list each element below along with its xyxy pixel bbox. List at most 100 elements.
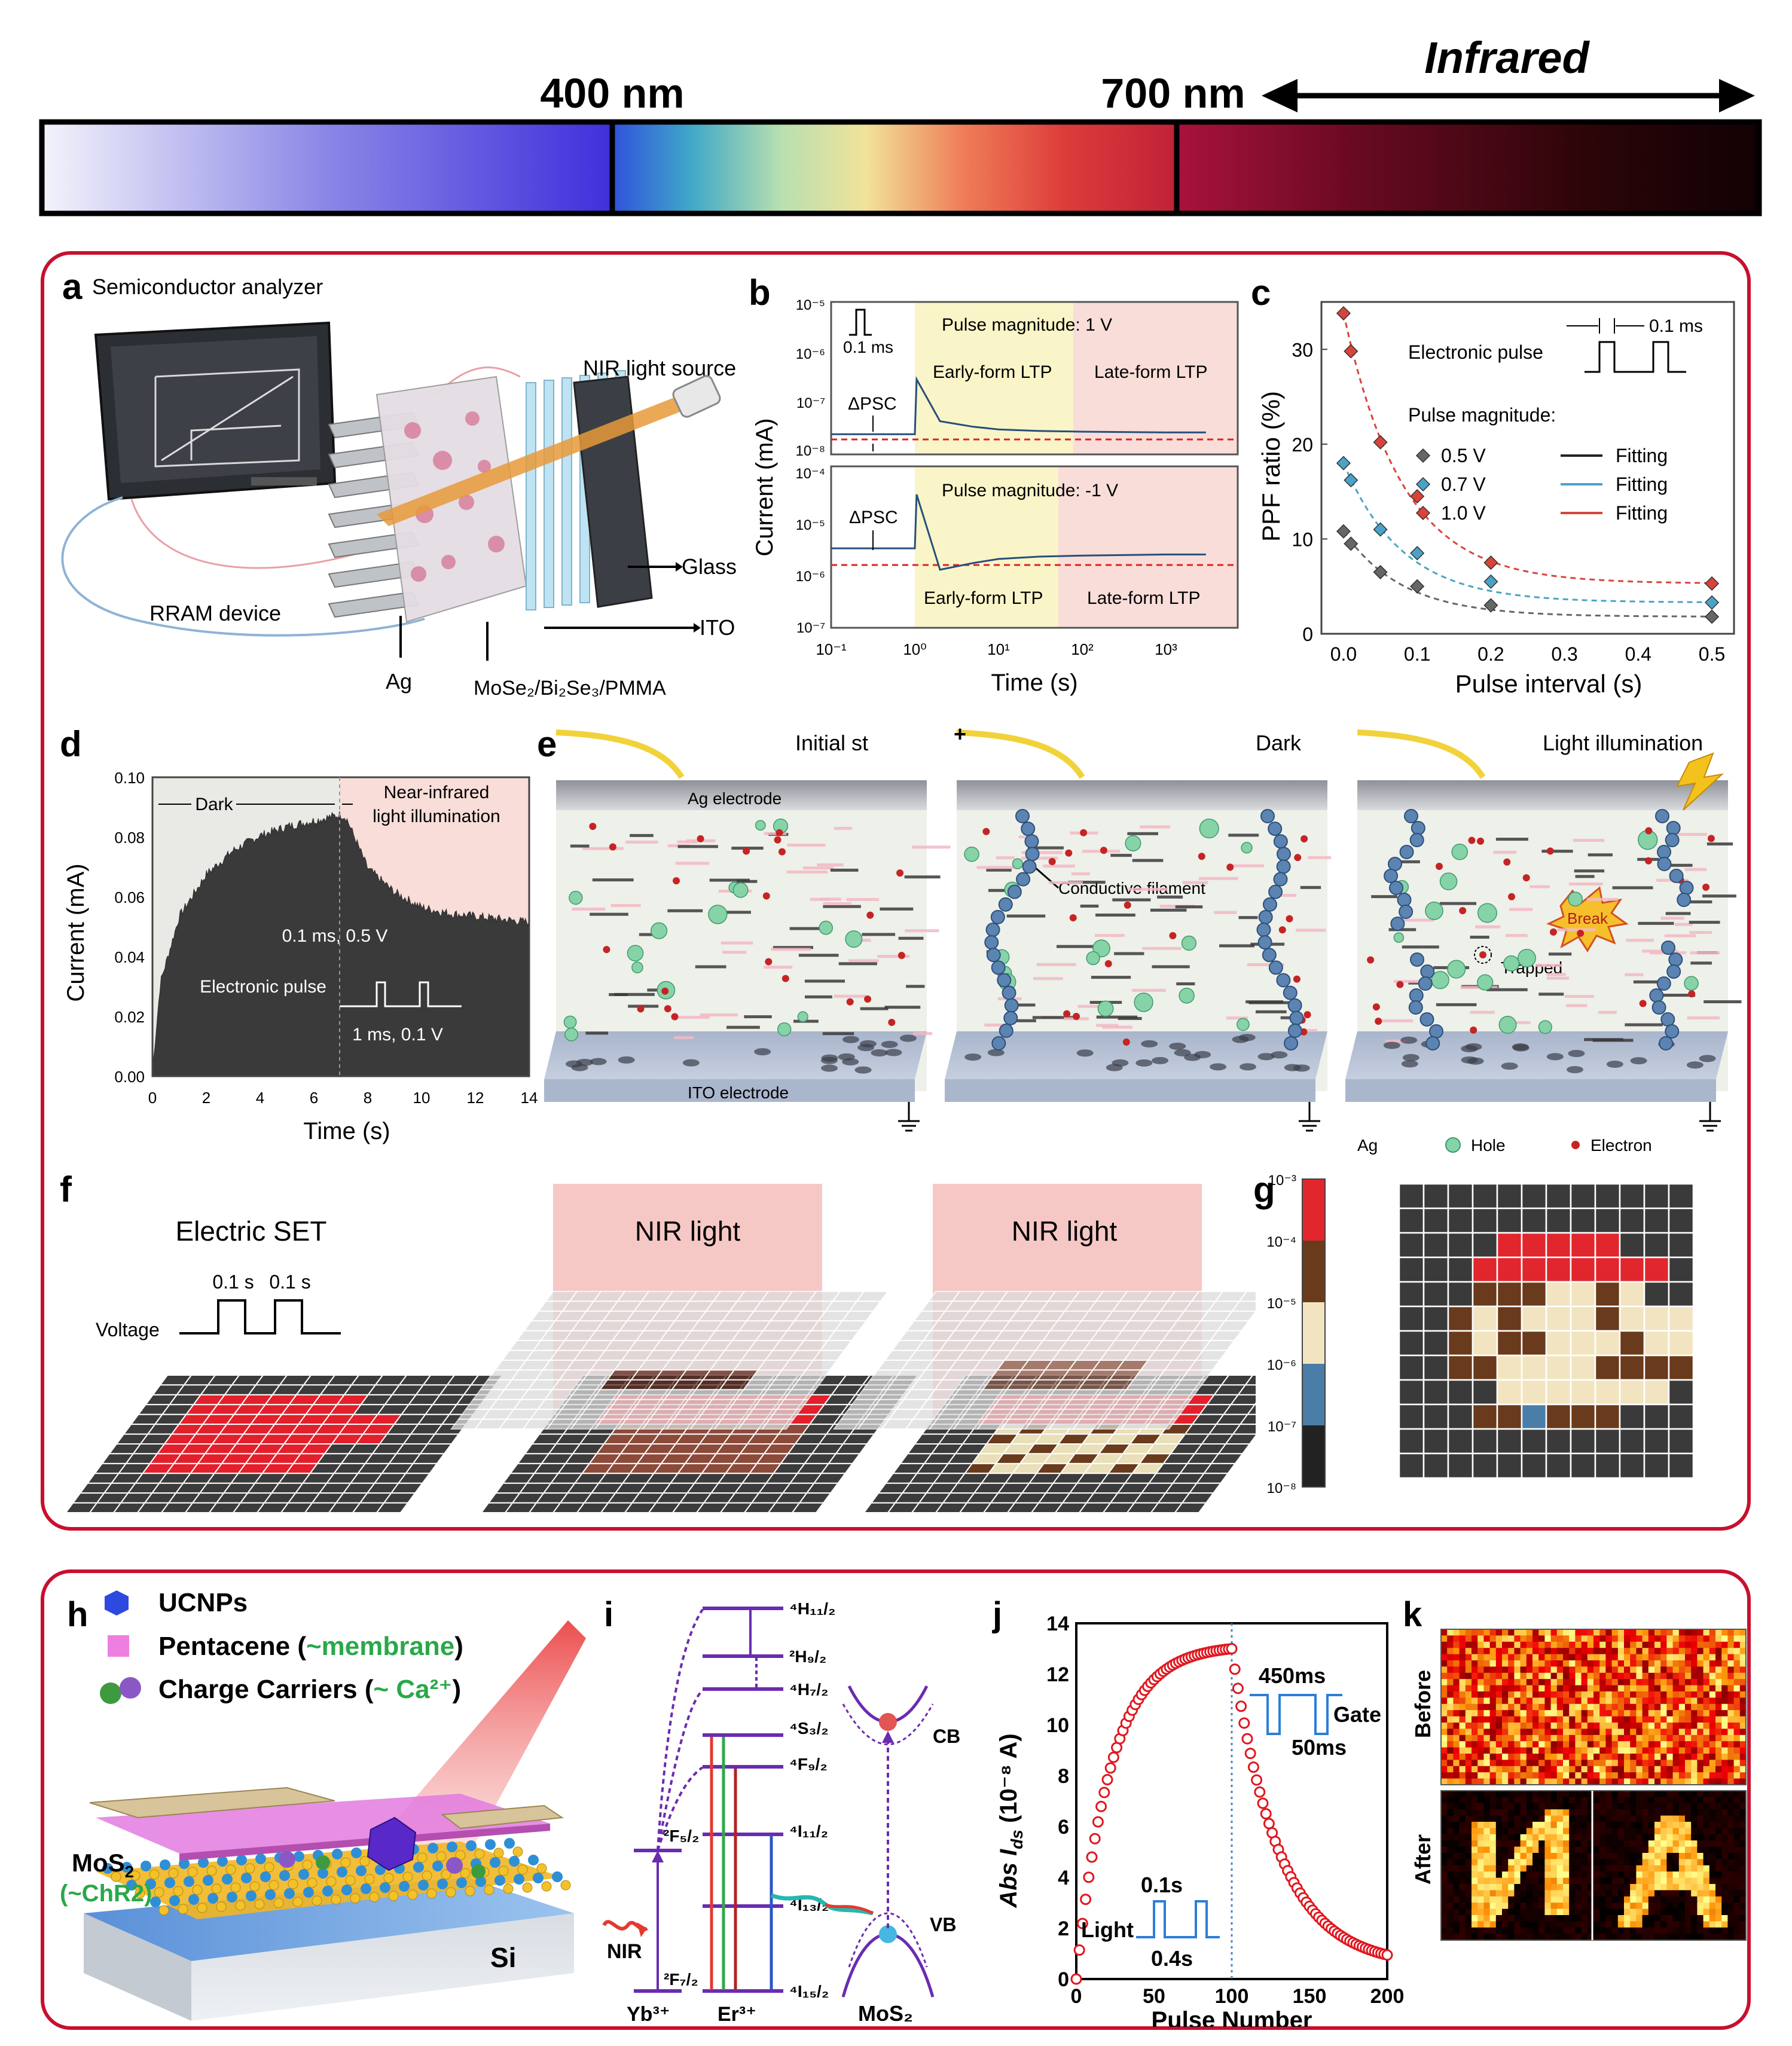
k-after-cell (1636, 1921, 1643, 1928)
k-after-cell (1575, 1903, 1582, 1910)
k-before-cell (1514, 1629, 1521, 1636)
k-before-cell (1465, 1697, 1472, 1705)
e-filament-atom (1669, 869, 1684, 883)
k-before-cell (1556, 1772, 1564, 1779)
k-before-cell (1550, 1734, 1558, 1742)
b-bottom-plot: Pulse magnitude: -1 V ΔPSC Early-form LT… (830, 465, 1239, 629)
k-after-cell (1514, 1903, 1521, 1910)
k-before-cell (1678, 1710, 1686, 1717)
k-after-cell (1672, 1822, 1680, 1828)
k-after-cell (1678, 1840, 1686, 1847)
k-before-cell (1538, 1747, 1545, 1754)
j-ylabel: Abs I (996, 1849, 1022, 1908)
k-after-cell (1502, 1828, 1509, 1835)
i-er-level: ⁴F₉/₂ (789, 1755, 828, 1773)
k-before-cell (1739, 1760, 1747, 1767)
k-before-cell (1648, 1760, 1655, 1767)
k-after-cell (1489, 1927, 1497, 1934)
k-before-cell (1709, 1716, 1716, 1723)
k-before-cell (1563, 1685, 1570, 1692)
k-after-cell (1532, 1846, 1539, 1853)
e-flake (1300, 885, 1321, 889)
k-before-cell (1605, 1672, 1613, 1679)
k-after-cell (1520, 1822, 1527, 1828)
k-before-cell (1495, 1635, 1503, 1642)
k-before-cell (1666, 1754, 1674, 1760)
k-before-cell (1599, 1778, 1606, 1785)
k-after-cell (1617, 1859, 1625, 1866)
k-before-cell (1502, 1703, 1509, 1711)
k-after-cell (1477, 1921, 1484, 1928)
k-after-cell (1697, 1934, 1704, 1941)
k-before-cell (1569, 1635, 1576, 1642)
k-after-cell (1642, 1865, 1649, 1872)
e-flake (1199, 877, 1238, 880)
k-before-cell (1495, 1660, 1503, 1667)
k-after-cell (1477, 1809, 1484, 1816)
k-before-cell (1672, 1747, 1680, 1754)
e-hole (1498, 1016, 1517, 1034)
k-before-cell (1447, 1734, 1454, 1742)
k-before-cell (1630, 1672, 1637, 1679)
k-before-cell (1538, 1679, 1545, 1686)
k-after-cell (1703, 1815, 1710, 1822)
k-before-cell (1691, 1729, 1698, 1736)
j-point (1073, 1944, 1085, 1956)
k-after-cell (1441, 1859, 1448, 1866)
k-before-cell (1550, 1760, 1558, 1767)
k-before-cell (1678, 1641, 1686, 1648)
k-after-cell (1691, 1934, 1698, 1941)
k-before-cell (1660, 1672, 1667, 1679)
k-after-cell (1508, 1853, 1515, 1859)
k-after-cell (1703, 1791, 1710, 1797)
k-after-cell (1544, 1915, 1552, 1922)
k-after-cell (1495, 1921, 1503, 1928)
k-after-cell (1581, 1809, 1588, 1816)
mo-atom (361, 1883, 371, 1894)
k-before-cell (1685, 1741, 1692, 1748)
k-after-cell (1502, 1871, 1509, 1879)
e-pit (1606, 1061, 1623, 1068)
k-before-cell (1727, 1691, 1735, 1698)
g-pixel (1643, 1281, 1670, 1308)
d-xtick: 8 (364, 1089, 372, 1107)
panel-letter-k: k (1403, 1595, 1422, 1634)
e-flake (1660, 917, 1684, 920)
e-pit (859, 1040, 877, 1048)
j-ytick: 6 (1058, 1816, 1069, 1839)
k-before-cell (1514, 1778, 1521, 1785)
k-after-cell (1678, 1908, 1686, 1916)
k-before-cell (1733, 1641, 1741, 1648)
k-after-cell (1599, 1865, 1606, 1872)
k-before-cell (1636, 1672, 1643, 1679)
s-atom (249, 1881, 260, 1892)
e-flake (1573, 839, 1605, 842)
g-pixel (1643, 1354, 1670, 1381)
s-atom (331, 1894, 341, 1905)
k-before-cell (1441, 1660, 1448, 1667)
k-before-cell (1532, 1697, 1539, 1705)
j-ylabel-sub: ds (1008, 1830, 1026, 1849)
k-before-cell (1630, 1734, 1637, 1742)
k-before-cell (1532, 1778, 1539, 1785)
mo-atom (236, 1855, 247, 1865)
g-pixel (1668, 1281, 1695, 1308)
k-after-cell (1691, 1877, 1698, 1885)
k-after-cell (1441, 1815, 1448, 1822)
k-after-cell (1630, 1890, 1637, 1897)
f-voltage: Voltage (96, 1319, 160, 1340)
k-after-cell (1575, 1884, 1582, 1891)
e-filament-atom (1256, 923, 1271, 937)
k-after-cell (1666, 1927, 1674, 1934)
k-before-cell (1666, 1729, 1674, 1736)
k-before-cell (1605, 1766, 1613, 1773)
s-atom (130, 1870, 141, 1881)
k-after-cell (1691, 1822, 1698, 1828)
k-after-cell (1697, 1877, 1704, 1885)
panel-b: b Current (mA) 0.1 ms Pulse magnitude: 1… (749, 273, 1239, 696)
g-pixel (1594, 1232, 1621, 1259)
h-pentacene: Pentacene ( (158, 1632, 306, 1661)
e-flake (1057, 945, 1095, 948)
e-filament-atom (1016, 872, 1031, 887)
k-before-cell (1563, 1629, 1570, 1636)
